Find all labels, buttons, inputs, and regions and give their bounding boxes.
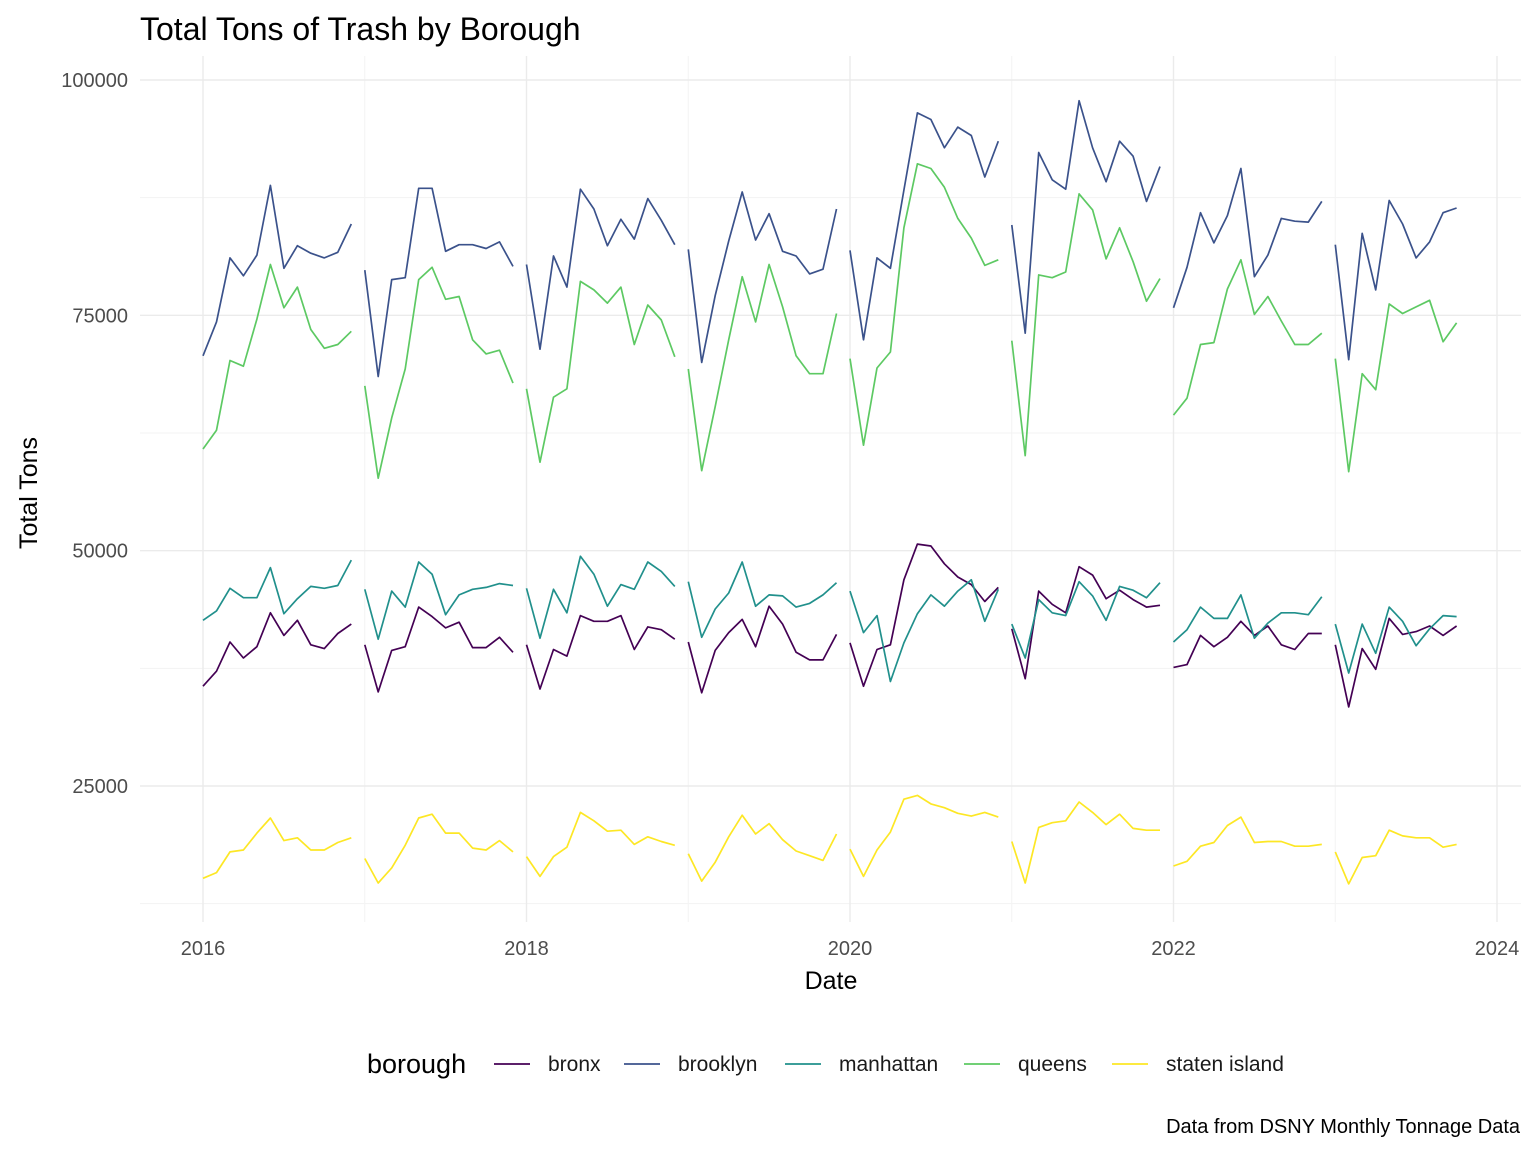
series-line-segment [363, 561, 514, 641]
legend-label: queens [1018, 1053, 1087, 1076]
x-tick-label: 2018 [504, 938, 549, 960]
chart-caption: Data from DSNY Monthly Tonnage Data [1166, 1116, 1521, 1138]
major-gridlines [140, 56, 1521, 922]
x-axis-title: Date [805, 967, 858, 995]
legend-item-bronx: bronx [494, 1053, 601, 1076]
legend: borough bronx brooklyn manhattan queens stat… [367, 1049, 1284, 1079]
series-line-segment [363, 266, 514, 480]
series-line-segment [1172, 594, 1323, 643]
series-line-segment [687, 605, 838, 694]
series-line-segment [1172, 258, 1323, 416]
series-line-segment [1172, 167, 1323, 309]
y-axis-title: Total Tons [15, 437, 43, 549]
series-line-segment [202, 263, 352, 450]
series-line-segment [1010, 193, 1161, 457]
legend-item-staten-island: staten island [1112, 1053, 1284, 1076]
y-tick-label: 25000 [72, 776, 128, 798]
series-line-segment [202, 817, 352, 880]
series-queens [202, 162, 1458, 480]
legend-item-brooklyn: brooklyn [624, 1053, 757, 1076]
legend-item-manhattan: manhattan [785, 1053, 938, 1076]
series-line-segment [525, 811, 676, 878]
series-line-segment [525, 188, 676, 351]
series-line-segment [364, 813, 514, 884]
series-line-segment [849, 543, 999, 688]
series-line-segment [849, 794, 999, 878]
series-line-segment [687, 814, 838, 882]
series-bronx [202, 543, 1458, 708]
y-tick-label: 100000 [61, 70, 128, 92]
legend-label: staten island [1166, 1053, 1284, 1076]
series-line-segment [202, 611, 352, 687]
series-line-segment [525, 555, 676, 640]
legend-title: borough [367, 1049, 466, 1079]
series-line-segment [525, 280, 676, 464]
series-staten-island [202, 794, 1457, 885]
x-tick-label: 2024 [1475, 938, 1520, 960]
series-line-segment [1010, 801, 1160, 884]
x-axis-tick-labels: 2016 2018 2020 2022 2024 [181, 938, 1520, 960]
x-tick-label: 2022 [1151, 938, 1196, 960]
series-line-segment [849, 578, 1000, 683]
series-line-segment [849, 162, 999, 447]
series-line-segment [1334, 299, 1458, 473]
series-line-segment [687, 191, 838, 364]
series-line-segment [202, 559, 353, 621]
series-line-segment [202, 184, 353, 357]
series-line-segment [1334, 606, 1457, 674]
series-line-segment [687, 263, 838, 472]
series-line-segment [849, 112, 1000, 341]
y-tick-label: 50000 [72, 541, 128, 563]
minor-gridlines [140, 56, 1521, 922]
x-tick-label: 2016 [181, 938, 226, 960]
series-line-segment [363, 187, 514, 378]
legend-label: manhattan [839, 1053, 938, 1076]
x-tick-label: 2020 [828, 938, 873, 960]
y-tick-label: 75000 [72, 305, 128, 327]
series-lines [202, 99, 1458, 885]
series-line-segment [525, 614, 676, 690]
series-line-segment [1011, 580, 1161, 659]
series-line-segment [1334, 199, 1457, 361]
series-line-segment [363, 606, 514, 693]
y-axis-tick-labels: 25000 50000 75000 100000 [61, 70, 128, 798]
series-line-segment [1173, 620, 1322, 669]
chart-title: Total Tons of Trash by Borough [140, 11, 581, 47]
series-line-segment [687, 561, 838, 639]
legend-label: brooklyn [678, 1053, 757, 1076]
series-line-segment [1334, 829, 1457, 885]
series-line-segment [1173, 816, 1322, 867]
series-manhattan [202, 555, 1457, 683]
series-line-segment [1010, 99, 1161, 335]
series-line-segment [1334, 617, 1458, 708]
series-brooklyn [202, 99, 1457, 378]
legend-item-queens: queens [964, 1053, 1087, 1076]
legend-label: bronx [548, 1053, 601, 1076]
